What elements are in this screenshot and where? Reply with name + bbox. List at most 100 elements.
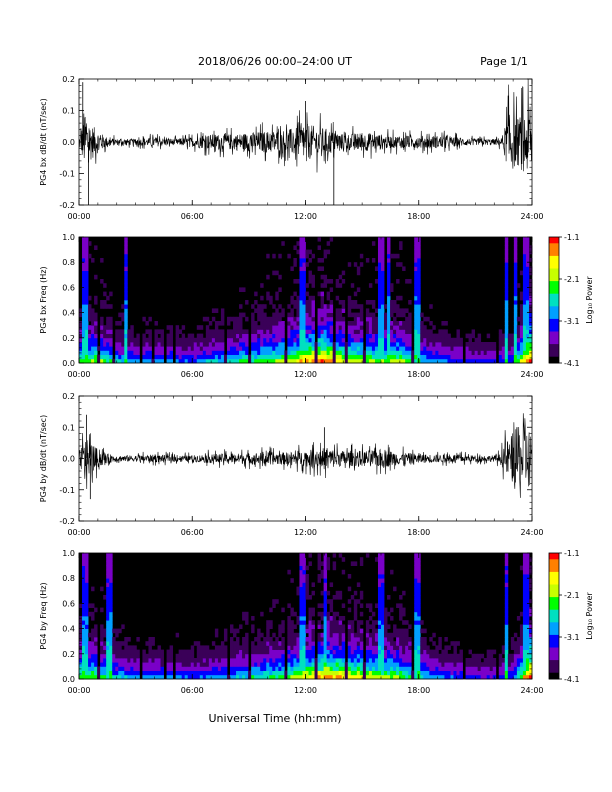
spectrogram-cell (483, 354, 488, 360)
spectrogram-cell (423, 325, 427, 330)
spectrogram-cell (402, 620, 406, 625)
spectrogram-cell (381, 574, 385, 579)
spectrogram-cell (525, 245, 530, 250)
spectrogram-cell (115, 653, 119, 659)
spectrogram-cell (402, 658, 406, 663)
spectrogram-cell (266, 628, 270, 634)
spectrogram-cell (130, 666, 134, 671)
spectrogram-cell (332, 565, 337, 571)
spectrogram-cell (341, 308, 346, 313)
spectrogram-cell (181, 358, 186, 364)
spectrogram-cell (202, 346, 207, 351)
spectrogram-cell (320, 641, 325, 646)
spectrogram-cell (121, 641, 125, 646)
spectrogram-cell (525, 308, 530, 313)
spectrogram-cell (453, 346, 457, 351)
spectrogram-cell (82, 582, 86, 587)
spectrogram-cell (287, 662, 291, 667)
spectrogram-cell (341, 279, 346, 284)
spectrogram-cell (381, 662, 385, 667)
spectrogram-cell (371, 333, 376, 339)
y-tick-label: 0.0 (62, 675, 75, 684)
spectrogram-cell (106, 666, 110, 671)
spectrogram-cell (423, 342, 427, 347)
spectrogram-cell (393, 641, 397, 646)
spectrogram-cell (290, 649, 294, 655)
spectrogram-cell (417, 321, 421, 326)
spectrogram-cell (317, 611, 321, 617)
y-tick-label: 0.8 (62, 574, 75, 583)
spectrogram-cell (465, 354, 469, 360)
spectrogram-cell (332, 620, 337, 625)
x-tick-label: 18:00 (407, 212, 430, 221)
spectrogram-cell (513, 249, 518, 255)
spectrogram-cell (85, 279, 89, 284)
spectrogram-cell (308, 337, 312, 343)
spectrogram-cell (374, 325, 379, 330)
spectrogram-cell (483, 670, 488, 676)
spectrogram-cell (453, 350, 457, 355)
spectrogram-cell (299, 354, 303, 360)
spectrogram-cell (432, 358, 436, 364)
spectrogram-cell (377, 283, 382, 288)
spectrogram-cell (287, 628, 291, 634)
spectrogram-cell (91, 670, 95, 676)
colorbar-segment (549, 259, 559, 263)
spectrogram-cell (338, 312, 343, 318)
spectrogram-cell (154, 337, 158, 343)
spectrogram-cell (384, 637, 388, 642)
spectrogram-cell (405, 342, 409, 347)
spectrogram-cell (338, 658, 343, 663)
spectrogram-cell (166, 350, 170, 355)
spectrogram-cell (519, 291, 524, 297)
spectrogram-cell (311, 658, 315, 663)
spectrogram-cell (522, 354, 527, 360)
spectrogram-cell (91, 611, 95, 617)
spectrogram-cell (329, 354, 334, 360)
spectrogram-cell (275, 649, 279, 655)
spectrogram-cell (275, 641, 279, 646)
spectrogram-cell (254, 300, 258, 305)
spectrogram-cell (359, 628, 364, 634)
spectrogram-cell (245, 358, 249, 364)
spectrogram-cell (447, 658, 451, 663)
spectrogram-cell (459, 666, 463, 671)
spectrogram-cell (311, 666, 315, 671)
spectrogram-cell (525, 611, 530, 617)
spectrogram-cell (320, 308, 325, 313)
spectrogram-cell (504, 304, 509, 309)
y-tick-label: 0.1 (62, 423, 75, 432)
spectrogram-cell (501, 670, 506, 676)
spectrogram-cell (302, 662, 306, 667)
spectrogram-cell (281, 354, 285, 360)
spectrogram-cell (393, 342, 397, 347)
spectrogram-cell (414, 350, 418, 355)
spectrogram-cell (217, 666, 222, 671)
spectrogram-cell (474, 662, 479, 667)
spectrogram-cell (175, 333, 180, 339)
spectrogram-cell (426, 358, 430, 364)
spectrogram-cell (405, 666, 409, 671)
spectrogram-cell (233, 649, 237, 655)
spectrogram-cell (175, 354, 180, 360)
spectrogram-cell (242, 350, 246, 355)
y-tick-label: 1.0 (62, 233, 75, 242)
spectrogram-cell (414, 582, 418, 587)
spectrogram-cell (287, 321, 291, 326)
spectrogram-cell (85, 358, 89, 364)
spectrogram-cell (205, 358, 210, 364)
spectrogram-cell (308, 321, 312, 326)
spectrogram-cell (368, 603, 373, 608)
spectrogram-cell (344, 350, 349, 355)
spectrogram-cell (148, 358, 152, 364)
spectrogram-cell (157, 329, 161, 334)
spectrogram-cell (106, 569, 110, 575)
colorbar-segment (549, 571, 559, 576)
spectrogram-cell (429, 670, 433, 676)
spectrogram-cell (97, 346, 101, 351)
spectrogram-cell (504, 582, 509, 587)
spectrogram-cell (399, 312, 403, 318)
spectrogram-cell (184, 346, 189, 351)
spectrogram-cell (417, 316, 421, 322)
spectrogram-cell (423, 628, 427, 634)
